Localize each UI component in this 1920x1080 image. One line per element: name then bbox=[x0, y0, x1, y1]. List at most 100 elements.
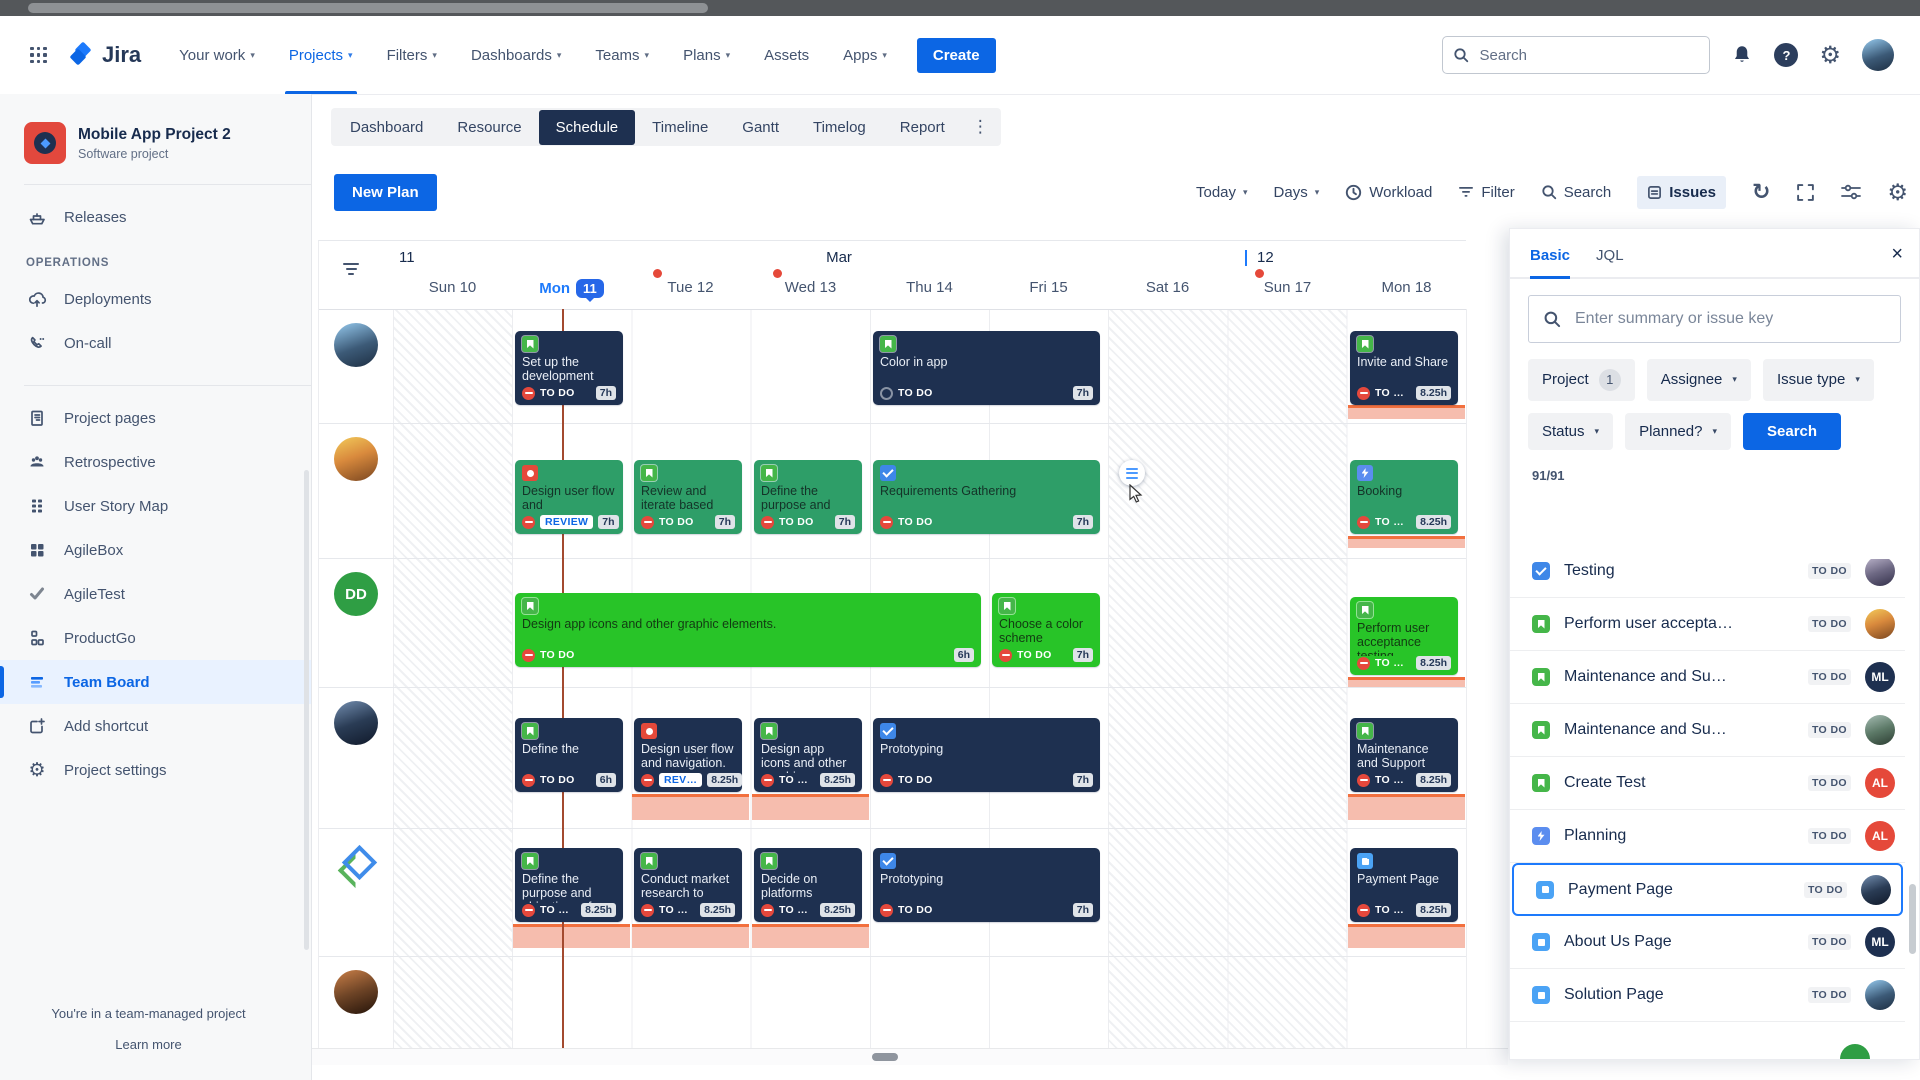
create-button[interactable]: Create bbox=[916, 37, 996, 73]
more-tabs-icon[interactable]: ⋮ bbox=[971, 117, 989, 136]
task-card[interactable]: Design app icons and other graphic eleme… bbox=[515, 593, 981, 667]
nav-item-assets[interactable]: Assets bbox=[764, 46, 810, 64]
task-card[interactable]: Maintenance and Support TO … 8.25h bbox=[1350, 718, 1458, 792]
display-settings-icon[interactable] bbox=[1841, 183, 1862, 201]
tab-timelog[interactable]: Timelog bbox=[812, 118, 866, 136]
task-card[interactable]: Define the purpose and TO DO 7h bbox=[754, 460, 862, 534]
fullscreen-icon[interactable] bbox=[1796, 183, 1815, 202]
issue-row[interactable]: Create Test TO DO AL bbox=[1510, 757, 1905, 810]
assignee-avatar[interactable] bbox=[334, 970, 378, 1014]
assignee-avatar[interactable] bbox=[334, 323, 378, 367]
sidebar-item-add-shortcut[interactable]: Add shortcut bbox=[0, 704, 311, 748]
day-header-mon18[interactable]: Mon 18 bbox=[1381, 279, 1432, 296]
day-header-sun17[interactable]: Sun 17 bbox=[1263, 279, 1312, 296]
sidebar-item-deployments[interactable]: Deployments bbox=[0, 277, 311, 321]
task-card[interactable]: Define the TO DO 6h bbox=[515, 718, 623, 792]
issue-row[interactable]: Maintenance and Su… TO DO ML bbox=[1510, 651, 1905, 704]
assignee-filter-chip[interactable]: Assignee ▾ bbox=[1646, 358, 1751, 401]
sidebar-item-releases[interactable]: Releases bbox=[0, 195, 311, 239]
new-plan-button[interactable]: New Plan bbox=[334, 173, 437, 211]
global-search-input[interactable] bbox=[1477, 45, 1682, 65]
issues-panel-toggle[interactable]: Issues bbox=[1637, 175, 1726, 209]
search-button[interactable]: Search bbox=[1541, 184, 1611, 201]
issue-search-input[interactable] bbox=[1573, 308, 1886, 329]
horizontal-scrollbar[interactable] bbox=[312, 1048, 1508, 1065]
help-icon[interactable]: ? bbox=[1774, 43, 1799, 67]
task-card[interactable]: Design user flow and REVIEW 7h bbox=[515, 460, 623, 534]
tab-dashboard[interactable]: Dashboard bbox=[350, 118, 424, 136]
sidebar-item-retrospective[interactable]: Retrospective bbox=[0, 440, 311, 484]
task-card[interactable]: Booking TO … 8.25h bbox=[1350, 460, 1458, 534]
day-header-sun10[interactable]: Sun 10 bbox=[428, 279, 477, 296]
project-filter-chip[interactable]: Project 1 bbox=[1528, 358, 1635, 401]
global-search[interactable] bbox=[1442, 36, 1711, 74]
sidebar-item-project-pages[interactable]: Project pages bbox=[0, 396, 311, 440]
sidebar-item-agilebox[interactable]: AgileBox bbox=[0, 528, 311, 572]
issue-row[interactable]: Maintenance and Su… TO DO bbox=[1510, 704, 1905, 757]
zoom-unit-dropdown[interactable]: Days ▾ bbox=[1273, 183, 1320, 201]
tab-resource[interactable]: Resource bbox=[457, 118, 522, 136]
sidebar-item-user-story-map[interactable]: User Story Map bbox=[0, 484, 311, 528]
day-header-wed13[interactable]: Wed 13 bbox=[784, 279, 837, 296]
issue-row[interactable]: Planning TO DO AL bbox=[1510, 810, 1905, 863]
filter-button[interactable]: Filter bbox=[1458, 184, 1515, 201]
sync-icon[interactable]: ↻ bbox=[1751, 179, 1771, 204]
nav-item-dashboards[interactable]: Dashboards ▾ bbox=[470, 46, 562, 64]
learn-more-link[interactable]: Learn more bbox=[115, 1037, 182, 1052]
nav-item-projects[interactable]: Projects ▾ bbox=[284, 16, 357, 94]
assignee-avatar[interactable] bbox=[334, 701, 378, 745]
tab-basic[interactable]: Basic bbox=[1530, 247, 1571, 279]
assignee-avatar[interactable]: DD bbox=[334, 572, 378, 616]
task-card[interactable]: Design app icons and other graphic TO … 8… bbox=[754, 718, 862, 792]
jira-logo[interactable]: Jira bbox=[69, 41, 141, 68]
day-header-thu14[interactable]: Thu 14 bbox=[906, 279, 953, 296]
settings-gear-icon[interactable]: ⚙ bbox=[1887, 178, 1908, 205]
task-card[interactable]: Choose a color scheme TO DO 7h bbox=[992, 593, 1100, 667]
task-card[interactable]: Requirements Gathering TO DO 7h bbox=[873, 460, 1100, 534]
issue-row-selected[interactable]: Payment Page TO DO bbox=[1512, 863, 1903, 916]
tab-jql[interactable]: JQL bbox=[1596, 247, 1624, 265]
workload-button[interactable]: Workload bbox=[1345, 184, 1432, 201]
sidebar-scrollbar[interactable] bbox=[304, 470, 309, 950]
nav-item-apps[interactable]: Apps ▾ bbox=[843, 46, 887, 64]
sidebar-item-agiletest[interactable]: AgileTest bbox=[0, 572, 311, 616]
assignee-avatar[interactable] bbox=[334, 437, 378, 481]
tab-schedule[interactable]: Schedule bbox=[538, 109, 636, 145]
status-filter-chip[interactable]: Status ▾ bbox=[1528, 412, 1614, 450]
sidebar-item-project-settings[interactable]: ⚙ Project settings bbox=[0, 748, 311, 792]
issue-row[interactable]: About Us Page TO DO ML bbox=[1510, 916, 1905, 969]
close-icon[interactable]: × bbox=[1891, 243, 1903, 265]
day-header-sat16[interactable]: Sat 16 bbox=[1145, 279, 1190, 296]
user-avatar[interactable] bbox=[1862, 39, 1894, 71]
project-header[interactable]: Mobile App Project 2 Software project bbox=[0, 94, 311, 164]
issue-type-filter-chip[interactable]: Issue type ▾ bbox=[1762, 358, 1874, 401]
tab-timeline[interactable]: Timeline bbox=[652, 118, 709, 136]
task-card[interactable]: Payment Page TO … 8.25h bbox=[1350, 848, 1458, 922]
nav-item-teams[interactable]: Teams ▾ bbox=[595, 46, 650, 64]
sidebar-item-oncall[interactable]: On-call bbox=[0, 321, 311, 365]
sidebar-item-productgo[interactable]: ProductGo bbox=[0, 616, 311, 660]
task-card[interactable]: Decide on platforms TO … 8.25h bbox=[754, 848, 862, 922]
task-card[interactable]: Color in app TO DO 7h bbox=[873, 331, 1100, 405]
planned-filter-chip[interactable]: Planned? ▾ bbox=[1625, 412, 1731, 450]
task-card[interactable]: Invite and Share TO … 8.25h bbox=[1350, 331, 1458, 405]
settings-gear-icon[interactable]: ⚙ bbox=[1819, 41, 1841, 69]
day-header-fri15[interactable]: Fri 15 bbox=[1029, 279, 1068, 296]
grid-filter-icon[interactable] bbox=[343, 263, 361, 277]
notifications-bell-icon[interactable] bbox=[1731, 44, 1753, 66]
issue-row[interactable]: Testing TO DO bbox=[1510, 559, 1905, 598]
scrollbar-thumb[interactable] bbox=[872, 1053, 898, 1061]
task-card[interactable]: Define the purpose and objectives of TO … bbox=[515, 848, 623, 922]
issue-row[interactable]: Perform user accepta… TO DO bbox=[1510, 598, 1905, 651]
sidebar-item-team-board[interactable]: Team Board bbox=[0, 660, 311, 704]
day-header-tue12[interactable]: Tue 12 bbox=[667, 279, 714, 296]
panel-search-button[interactable]: Search bbox=[1743, 412, 1842, 450]
nav-item-your-work[interactable]: Your work ▾ bbox=[179, 46, 255, 64]
task-card[interactable]: Conduct market research to TO … 8.25h bbox=[634, 848, 742, 922]
issue-search-field[interactable] bbox=[1528, 294, 1901, 343]
task-card[interactable]: Perform user acceptance testing TO … 8.25… bbox=[1350, 597, 1458, 675]
nav-item-plans[interactable]: Plans ▾ bbox=[683, 46, 731, 64]
day-header-mon11[interactable]: Mon 11 bbox=[512, 279, 631, 302]
panel-scrollbar[interactable] bbox=[1909, 884, 1916, 954]
task-card[interactable]: Design user flow and navigation. REV… 8.2… bbox=[634, 718, 743, 792]
